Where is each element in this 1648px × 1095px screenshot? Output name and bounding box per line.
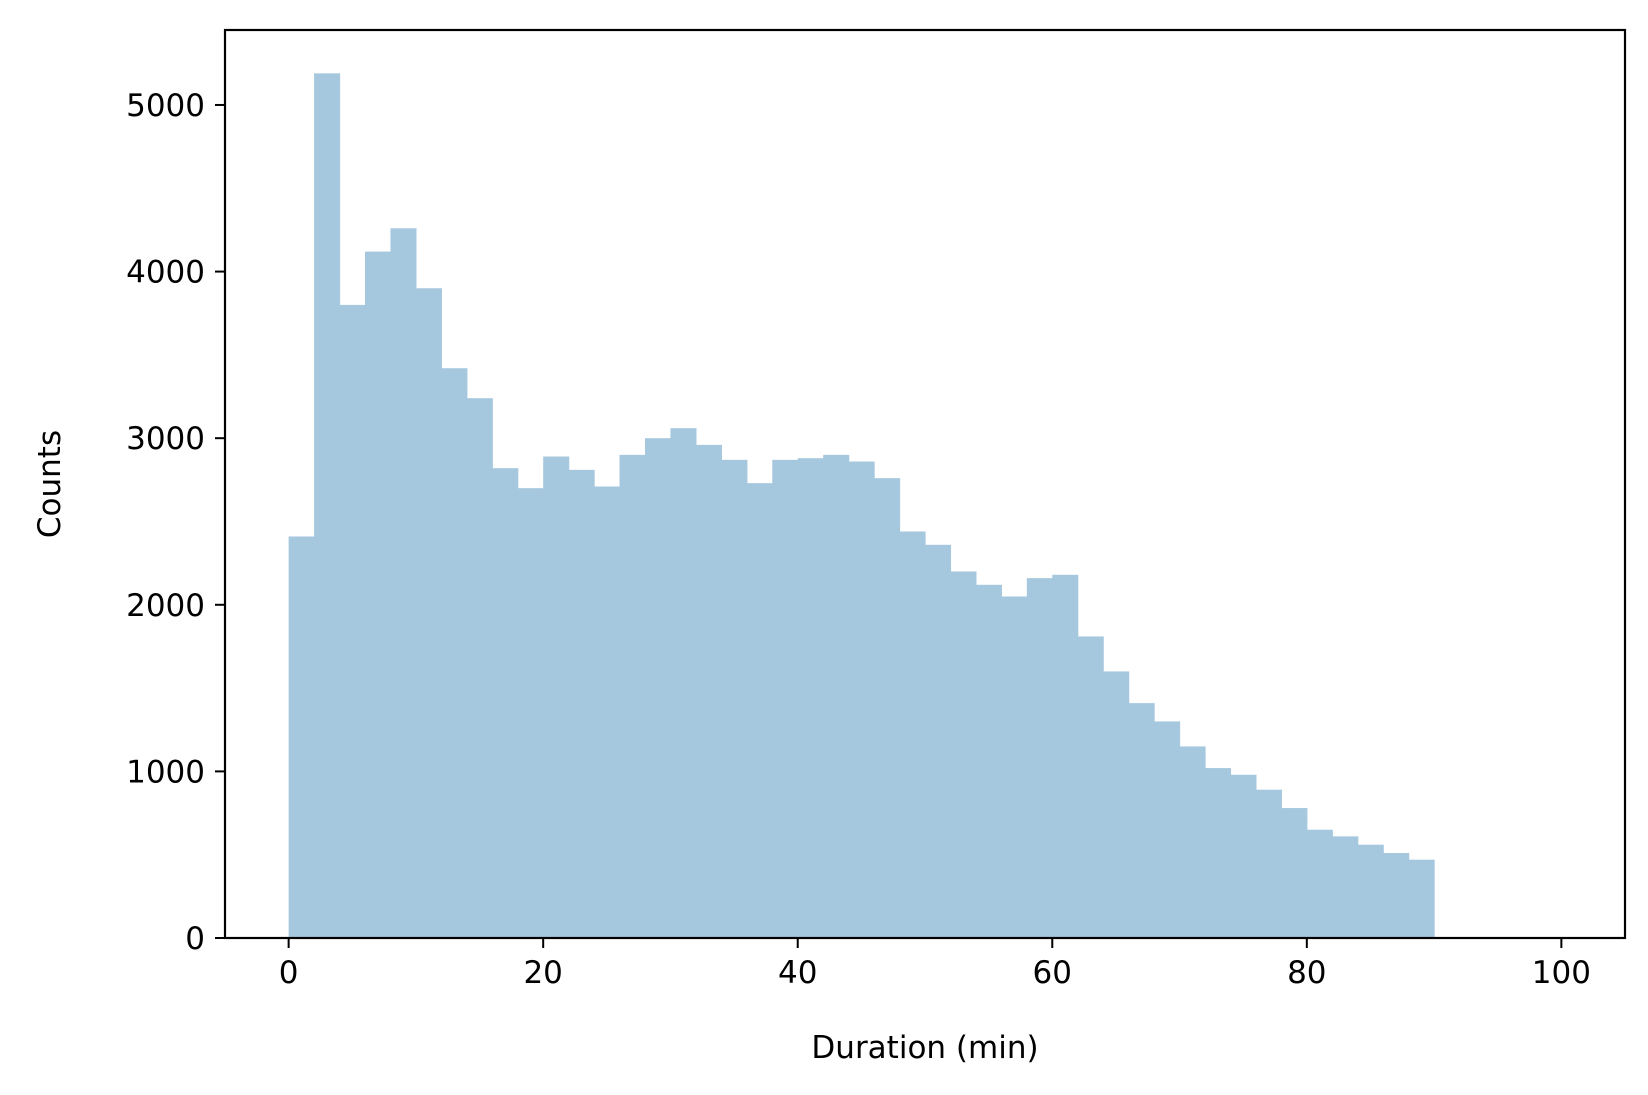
plot-frame (223, 28, 1627, 940)
x-axis: 0 20 40 60 80 100 (279, 938, 1591, 991)
histogram-bar (619, 454, 646, 938)
x-tick-label: 0 (279, 955, 299, 991)
x-tick-label: 80 (1287, 955, 1326, 991)
histogram-bar (1230, 774, 1257, 938)
histogram-bar (721, 459, 748, 938)
histogram-bar (1383, 853, 1410, 938)
histogram-bar (899, 531, 926, 938)
histogram-bar (1408, 859, 1435, 938)
histogram-bar (365, 251, 392, 938)
histogram-bar (594, 486, 621, 938)
y-tick-label: 2000 (126, 588, 205, 624)
histogram-bar (695, 444, 722, 938)
histogram-bar (848, 461, 875, 938)
y-tick-label: 0 (185, 921, 205, 957)
y-tick-label: 4000 (126, 255, 205, 291)
histogram-bar (1281, 808, 1308, 938)
y-tick-label: 5000 (126, 88, 205, 124)
histogram-bar (568, 469, 595, 938)
histogram-bar (1205, 768, 1232, 938)
histogram-bar (339, 304, 366, 939)
histogram-bar (1026, 578, 1053, 938)
y-axis-title: Counts (32, 430, 68, 538)
histogram-bar (1052, 574, 1079, 938)
histogram-bar (1306, 829, 1333, 938)
y-tick-label: 3000 (126, 421, 205, 457)
histogram-bar (1357, 844, 1384, 938)
histogram-bar (1128, 703, 1155, 938)
histogram-bar (466, 398, 493, 939)
histogram-bar (543, 456, 570, 938)
histogram-bar (390, 228, 417, 938)
x-tick-label: 20 (523, 955, 562, 991)
histogram-bar (1154, 721, 1181, 938)
histogram-bar (1332, 836, 1359, 938)
y-axis: 0 1000 2000 3000 4000 5000 (126, 88, 225, 957)
histogram-bar (288, 536, 315, 938)
histogram-bar (1255, 789, 1282, 938)
histogram-bar (314, 73, 341, 938)
histogram-bar (797, 458, 824, 938)
histogram-bar (1179, 746, 1206, 938)
histogram-bar (517, 488, 544, 938)
histogram-bar (1103, 671, 1130, 938)
x-tick-label: 100 (1532, 955, 1591, 991)
histogram-bar (950, 571, 977, 938)
y-tick-label: 1000 (126, 754, 205, 790)
histogram-bar (772, 459, 799, 938)
histogram-bar (746, 483, 773, 938)
histogram-bar (925, 544, 952, 938)
x-tick-label: 40 (778, 955, 817, 991)
histogram-bar (441, 368, 468, 938)
histogram-bar (975, 584, 1002, 938)
histogram-bar (874, 478, 901, 938)
histogram-bar (1001, 596, 1028, 938)
histogram-bar (670, 428, 697, 938)
histogram-bar (492, 468, 519, 938)
x-axis-title: Duration (min) (811, 1030, 1038, 1066)
bars-group (288, 73, 1537, 939)
histogram-bar (823, 454, 850, 938)
histogram-bar (645, 438, 672, 938)
histogram-bar (415, 288, 442, 938)
x-tick-label: 60 (1033, 955, 1072, 991)
histogram-bar (1077, 636, 1104, 938)
